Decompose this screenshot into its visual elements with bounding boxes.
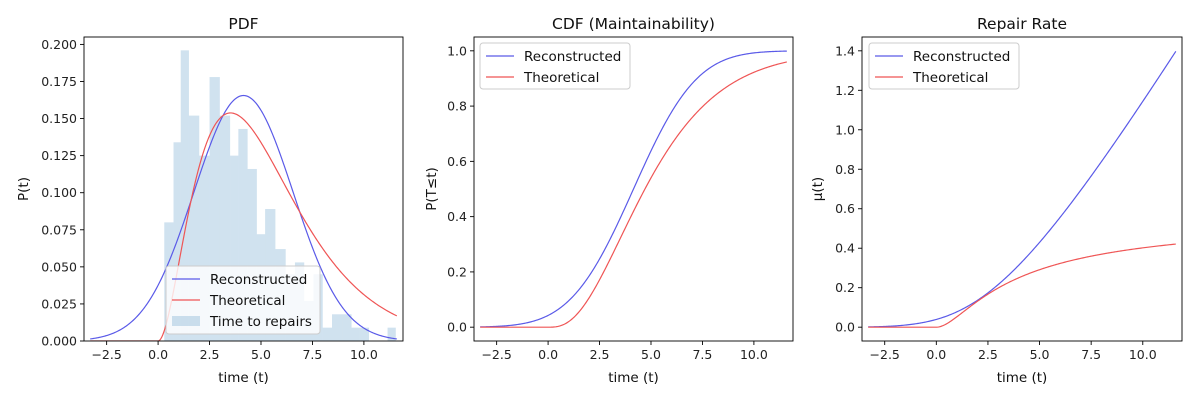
histogram-bar: [351, 327, 360, 341]
legend-label: Time to repairs: [209, 314, 312, 330]
x-tick-label: 10.0: [740, 347, 768, 362]
y-tick-label: 0.4: [447, 209, 467, 224]
histogram-bar: [238, 128, 248, 341]
x-tick-label: 0.0: [926, 347, 946, 362]
plot-area: [868, 50, 1177, 328]
y-tick-label: 0.075: [41, 222, 77, 237]
y-tick-label: 0.175: [41, 74, 77, 89]
series-line-theoretical: [868, 243, 1176, 328]
x-tick-label: 2.5: [978, 347, 998, 362]
y-tick-label: 0.4: [835, 241, 855, 256]
y-tick-label: 0.200: [41, 37, 77, 52]
y-tick-label: 0.2: [835, 280, 855, 295]
series-line-theoretical: [480, 61, 787, 328]
y-tick-label: 0.000: [41, 334, 77, 349]
x-tick-label: −2.5: [91, 347, 121, 362]
subplot-3: −2.5 0.0 2.5 5.0 7.5 10.0 0.0 0.2 0.4 0.6 0.8 1.0 1.…: [810, 15, 1183, 386]
y-tick-label: 0.125: [41, 148, 77, 163]
subplot-2: −2.5 0.0 2.5 5.0 7.5 10.0 0.0 0.2 0.4 0.6 0.8 1.0 CD…: [424, 15, 794, 386]
subplot-title: CDF (Maintainability): [552, 15, 715, 33]
series-line-reconstructed: [480, 50, 787, 328]
x-tick-label: −2.5: [481, 347, 511, 362]
histogram-bar: [219, 115, 231, 341]
axes-frame: [83, 36, 404, 342]
axes-frame: [473, 36, 794, 342]
x-tick-label: −2.5: [870, 347, 900, 362]
x-tick-label: 2.5: [200, 347, 220, 362]
series-line-theoretical: [90, 112, 398, 341]
x-tick-label: 5.0: [1030, 347, 1050, 362]
histogram-bar: [331, 314, 343, 341]
legend: Reconstructed Theoretical: [479, 42, 631, 90]
series-line-reconstructed: [868, 50, 1177, 328]
x-tick-label: 5.0: [641, 347, 661, 362]
y-tick-label: 1.0: [447, 43, 467, 58]
histogram-bar: [359, 327, 370, 341]
legend-label: Theoretical: [209, 293, 285, 309]
subplot-title: PDF: [228, 15, 258, 33]
subplot-1: −2.5 0.0 2.5 5.0 7.5 10.0 0.000 0.025 0.050 0.075…: [16, 15, 404, 386]
histogram-bar: [387, 327, 396, 341]
y-axis-label: P(T≤t): [424, 167, 440, 211]
legend-label: Theoretical: [523, 70, 599, 86]
x-axis-label: time (t): [997, 370, 1048, 386]
x-tick-label: 5.0: [251, 347, 271, 362]
x-tick-label: 10.0: [350, 347, 378, 362]
histogram-bar: [188, 115, 200, 341]
legend-label: Reconstructed: [210, 272, 307, 288]
axes-frame: [861, 36, 1183, 342]
y-tick-label: 1.2: [835, 83, 855, 98]
y-tick-label: 0.025: [41, 296, 77, 311]
legend-box: [868, 42, 1020, 90]
histogram-bar: [322, 327, 332, 341]
histogram-bar: [199, 155, 210, 341]
legend-label: Reconstructed: [913, 49, 1010, 65]
histogram-bar: [209, 77, 220, 341]
y-tick-label: 0.6: [835, 201, 855, 216]
y-tick-label: 0.050: [41, 259, 77, 274]
y-tick-label: 0.2: [447, 264, 467, 279]
y-tick-label: 0.0: [835, 320, 855, 335]
x-tick-label: 7.5: [302, 347, 322, 362]
legend-box: [165, 265, 321, 335]
y-tick-label: 1.4: [835, 43, 855, 58]
y-tick-label: 0.150: [41, 111, 77, 126]
legend: Reconstructed Theoretical: [868, 42, 1020, 90]
legend-label: Reconstructed: [524, 49, 621, 65]
x-tick-label: 0.0: [538, 347, 558, 362]
histogram-bar: [342, 314, 352, 341]
y-tick-label: 0.8: [447, 99, 467, 114]
x-tick-label: 7.5: [692, 347, 712, 362]
legend-label: Theoretical: [912, 70, 988, 86]
y-tick-label: 1.0: [835, 122, 855, 137]
y-axis-label: P(t): [16, 177, 32, 201]
x-tick-label: 7.5: [1081, 347, 1101, 362]
legend-swatch-histogram: [172, 316, 200, 326]
plot-area: [480, 50, 787, 328]
histogram-bar: [230, 155, 239, 341]
histogram-bar: [180, 50, 189, 341]
y-tick-label: 0.8: [835, 162, 855, 177]
y-tick-label: 0.6: [447, 154, 467, 169]
histogram-bar: [247, 168, 257, 341]
y-tick-label: 0.100: [41, 185, 77, 200]
y-tick-label: 0.0: [447, 320, 467, 335]
legend: Reconstructed Theoretical Time to repairs: [165, 265, 321, 335]
y-axis-label: μ(t): [810, 177, 826, 201]
legend-box: [479, 42, 631, 90]
x-axis-label: time (t): [218, 370, 269, 386]
x-tick-label: 0.0: [148, 347, 168, 362]
x-axis-label: time (t): [608, 370, 659, 386]
x-tick-label: 10.0: [1129, 347, 1157, 362]
x-tick-label: 2.5: [590, 347, 610, 362]
subplot-title: Repair Rate: [977, 15, 1067, 33]
series-line-reconstructed: [90, 94, 397, 340]
